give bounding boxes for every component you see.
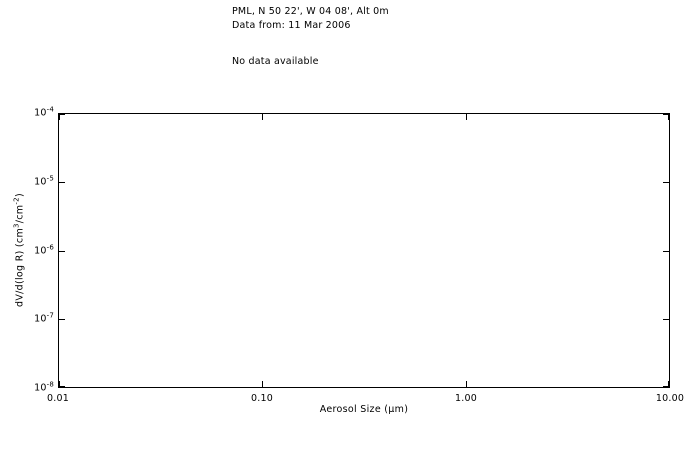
y-axis-title-part-2: /cm bbox=[14, 204, 26, 224]
plot-frame bbox=[58, 113, 670, 388]
x-tick-bottom bbox=[262, 381, 263, 387]
x-tick-label: 1.00 bbox=[455, 393, 477, 404]
x-tick-label: 0.01 bbox=[47, 393, 69, 404]
y-tick-left bbox=[59, 386, 65, 387]
y-tick-label: 10-4 bbox=[34, 105, 54, 119]
x-tick-label: 0.10 bbox=[251, 393, 273, 404]
x-tick-bottom bbox=[668, 381, 669, 387]
y-axis-title-sup-2: -2 bbox=[12, 197, 21, 205]
y-tick-right bbox=[663, 319, 669, 320]
no-data-annotation: No data available bbox=[232, 56, 319, 67]
y-tick-left bbox=[59, 114, 65, 115]
y-tick-right bbox=[663, 182, 669, 183]
y-tick-label: 10-6 bbox=[34, 243, 54, 257]
x-tick-label: 10.00 bbox=[655, 393, 685, 404]
y-tick-left bbox=[59, 251, 65, 252]
chart-title-line-1: PML, N 50 22', W 04 08', Alt 0m bbox=[232, 6, 389, 17]
x-tick-bottom bbox=[59, 381, 60, 387]
y-axis-title-part-1: dV/d(log R) (cm bbox=[14, 227, 26, 307]
y-axis-title-part-3: ) bbox=[14, 193, 26, 198]
x-tick-top bbox=[59, 114, 60, 120]
y-tick-right bbox=[663, 114, 669, 115]
y-tick-right bbox=[663, 251, 669, 252]
x-axis-title: Aerosol Size (μm) bbox=[319, 404, 409, 415]
x-tick-bottom bbox=[466, 381, 467, 387]
plot-data-canvas bbox=[59, 114, 669, 387]
y-tick-left bbox=[59, 319, 65, 320]
y-tick-label: 10-7 bbox=[34, 311, 54, 325]
y-axis-title: dV/d(log R) (cm3/cm-2) bbox=[12, 193, 26, 307]
chart-title-block: PML, N 50 22', W 04 08', Alt 0m Data fro… bbox=[232, 5, 389, 33]
x-tick-top bbox=[262, 114, 263, 120]
y-tick-left bbox=[59, 182, 65, 183]
x-tick-top bbox=[668, 114, 669, 120]
y-tick-label: 10-8 bbox=[34, 380, 54, 394]
chart-title-line-2: Data from: 11 Mar 2006 bbox=[232, 20, 351, 31]
y-tick-label: 10-5 bbox=[34, 174, 54, 188]
y-tick-right bbox=[663, 386, 669, 387]
x-tick-top bbox=[466, 114, 467, 120]
y-axis-title-sup-1: 3 bbox=[12, 223, 21, 228]
